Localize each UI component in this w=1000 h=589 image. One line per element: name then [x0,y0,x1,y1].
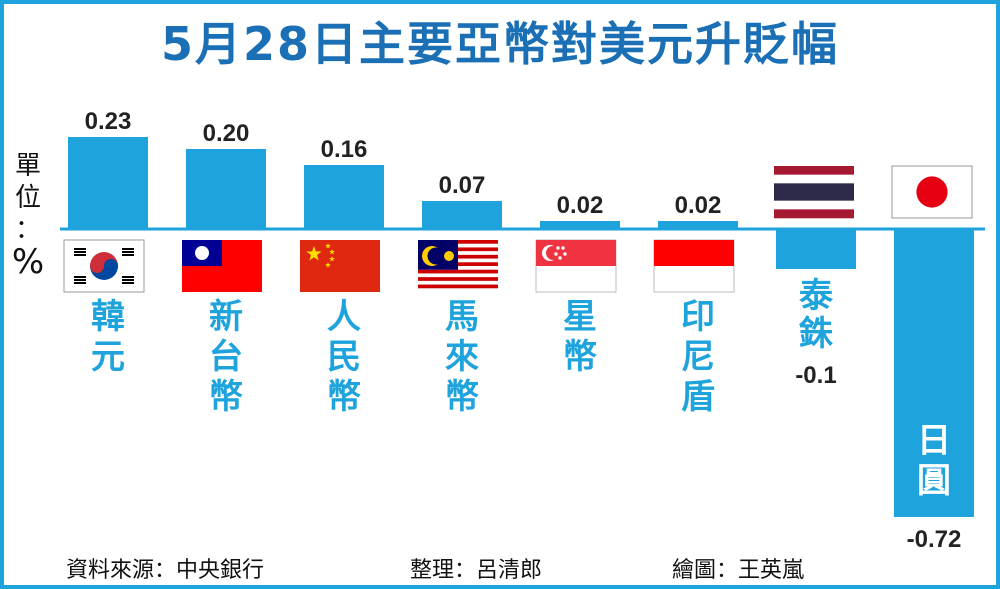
value-label: -0.1 [795,362,836,389]
unit-char: % [11,242,45,282]
stripe [774,166,854,175]
star [554,252,558,256]
trigram-bar [122,254,134,256]
bar [894,229,974,517]
category-label: 元 [91,337,125,377]
trigram-bar [74,276,86,278]
unit-char: 位 [14,183,41,213]
category-label: 星 [563,297,597,337]
category-label: 銖 [799,314,833,354]
trigram-bar [122,279,134,281]
star [306,246,322,261]
category-label: 印 [681,297,715,337]
category-label: 圓 [917,461,951,501]
flag-field [891,165,973,219]
stripe [418,277,498,282]
malaysia-flag [418,240,498,293]
star [329,256,335,262]
footer: 資料來源：中央銀行 整理：呂清郎 繪圖：王英嵐 [0,548,1000,584]
unit-char: ： [14,215,41,245]
unit-label: 單 位 ： % [8,150,48,282]
singapore-flag [535,239,617,293]
illustrator-credit: 繪圖：王英嵐 [672,558,805,583]
stripe [418,280,498,285]
category-label: 盾 [681,377,715,417]
stripe [774,200,854,210]
china-flag [300,240,380,292]
star [325,262,331,268]
indonesia-flag [653,239,735,293]
category-label: 台 [209,337,243,377]
value-label: 0.02 [675,192,722,219]
category-label: 韓 [91,297,125,337]
stripe [418,284,498,289]
trigram-bar [122,251,134,253]
bar [68,137,148,229]
star [556,246,560,250]
trigram-bar [74,279,86,281]
bar [304,165,384,229]
category-label: 幣 [209,377,243,417]
value-label: 0.07 [439,172,486,199]
category-label: 尼 [681,337,715,377]
category-label: 幣 [327,377,361,417]
category-label: 幣 [445,377,479,417]
star [558,256,562,260]
chart-title: 5月28日主要亞幣對美元升貶幅 [160,17,840,71]
star [329,249,335,255]
taiwan-flag [182,240,262,292]
trigram-bar [122,282,134,284]
stripe [774,209,854,219]
source-credit: 資料來源：中央銀行 [66,558,265,583]
trigram-bar [74,282,86,284]
flag-field [300,240,380,292]
category-label: 幣 [563,337,597,377]
unit-char: 單 [14,151,41,181]
crescent-cut [427,247,445,265]
taeguk-swirl-red [90,259,104,273]
category-label: 泰 [799,276,834,316]
category-label: 民 [327,337,361,377]
taeguk-swirl-blue [104,259,118,273]
star [561,246,565,250]
value-label: 0.20 [203,120,250,147]
bar [186,149,266,229]
category-label: 人 [327,297,361,337]
sun [195,246,209,260]
value-label: 0.23 [85,108,132,135]
value-label: -0.72 [907,526,962,553]
stripe [418,288,498,293]
stripe [774,174,854,184]
sun [916,176,948,208]
bar [422,201,502,229]
category-label: 馬 [445,297,479,337]
stripe [774,183,854,201]
crescent-cut [546,246,560,260]
korea-flag [63,239,145,293]
bar [776,229,856,269]
trigram-bar [122,248,134,250]
bar [540,221,620,229]
editor-credit: 整理：呂清郎 [410,558,543,583]
value-label: 0.02 [557,192,604,219]
thailand-flag [774,166,854,219]
japan-flag [891,165,973,219]
trigram-bar [122,276,134,278]
star [563,252,567,256]
star [444,251,454,261]
stripe [418,273,498,278]
trigram-bar [74,248,86,250]
category-label: 日 [917,421,951,461]
trigram-bar [74,254,86,256]
category-label: 新 [209,297,243,337]
star [325,243,331,249]
trigram-bar [74,251,86,253]
stripe [418,269,498,274]
value-label: 0.16 [321,136,368,163]
bar [658,221,738,229]
flag-red-half [654,240,734,266]
category-label: 來 [445,337,479,377]
